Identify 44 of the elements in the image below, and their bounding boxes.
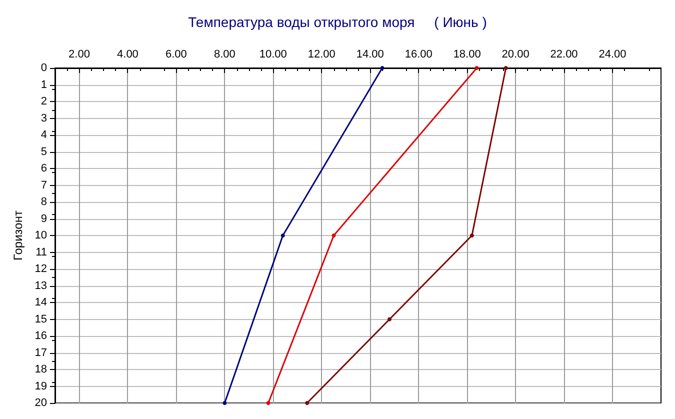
y-tick-label: 2 (40, 96, 47, 108)
y-tick-label: 14 (34, 296, 47, 308)
y-tick-label: 0 (40, 62, 47, 74)
y-tick-label: 20 (34, 397, 47, 409)
x-tick-label: 8.00 (214, 48, 236, 60)
y-tick-label: 18 (34, 364, 47, 376)
y-tick-label: 4 (40, 129, 47, 141)
y-tick-label: 13 (34, 280, 47, 292)
x-tick-label: 14.00 (356, 48, 384, 60)
x-tick-label: 6.00 (165, 48, 187, 60)
y-tick-label: 3 (40, 112, 47, 124)
y-tick-label: 5 (40, 146, 47, 158)
y-tick-label: 15 (34, 313, 47, 326)
y-tick-label: 1 (40, 78, 47, 91)
x-tick-label: 18.00 (453, 48, 481, 60)
y-axis-title: Горизонт (10, 210, 25, 260)
x-tick-label: 4.00 (117, 48, 138, 60)
x-tick-label: 22.00 (550, 48, 578, 60)
x-tick-label: 10.00 (259, 48, 287, 60)
point (280, 234, 285, 238)
y-tick-label: 8 (40, 196, 47, 208)
point (305, 401, 310, 405)
point (332, 234, 336, 238)
x-tick-label: 16.00 (404, 48, 432, 60)
y-tick-label: 6 (40, 162, 47, 174)
x-tick-label: 24.00 (598, 48, 626, 60)
point (504, 66, 508, 70)
point (470, 234, 474, 238)
x-tick-label: 20.00 (502, 48, 530, 60)
y-tick-label: 10 (34, 230, 47, 242)
y-tick-label: 16 (34, 330, 47, 342)
point (266, 401, 270, 405)
y-tick-label: 19 (34, 380, 47, 392)
point (388, 317, 392, 322)
y-tick-label: 17 (34, 346, 47, 359)
point (474, 66, 479, 70)
y-tick-label: 9 (40, 212, 47, 225)
x-tick-label: 2.00 (68, 48, 90, 60)
y-tick-label: 11 (36, 246, 47, 258)
point (222, 401, 227, 405)
y-tick-label: 12 (34, 263, 47, 275)
chart-title: Температура воды открытого моря ( Июнь ) (188, 14, 487, 30)
x-tick-label: 12.00 (308, 48, 336, 60)
y-tick-label: 7 (40, 179, 47, 192)
